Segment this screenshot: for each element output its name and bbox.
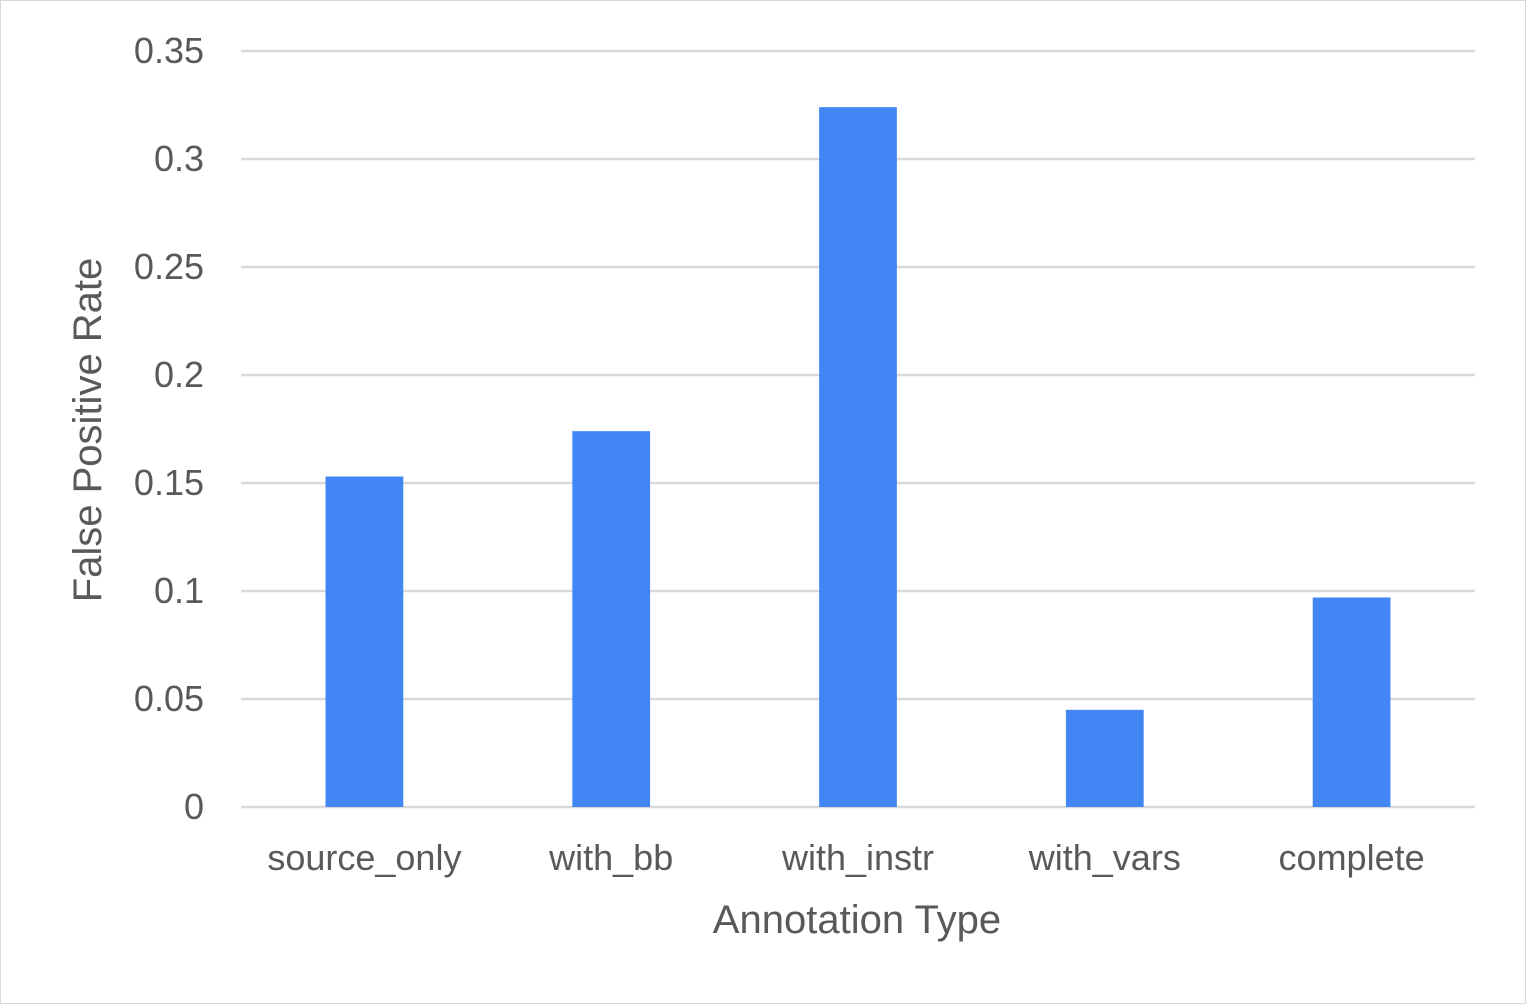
y-axis-ticks: 0 0.05 0.1 0.15 0.2 0.25 0.3 0.35 (134, 30, 204, 827)
y-axis-title: False Positive Rate (66, 258, 110, 603)
y-tick-label: 0.2 (154, 354, 204, 395)
x-tick-label: with_bb (548, 837, 673, 878)
bar-source-only (325, 476, 404, 807)
y-tick-label: 0.15 (134, 462, 204, 503)
x-tick-label: source_only (267, 837, 461, 878)
bar-with-vars (1065, 709, 1144, 807)
bar-complete (1312, 597, 1391, 807)
y-tick-label: 0.1 (154, 570, 204, 611)
y-tick-label: 0 (184, 786, 204, 827)
x-axis-title: Annotation Type (713, 898, 1001, 942)
y-tick-label: 0.25 (134, 246, 204, 287)
x-tick-label: with_vars (1028, 837, 1181, 878)
x-tick-label: complete (1279, 837, 1425, 878)
x-tick-label: with_instr (781, 837, 934, 878)
bar-with-instr (819, 107, 897, 807)
y-tick-label: 0.05 (134, 678, 204, 719)
bar-with-bb (572, 431, 651, 807)
y-tick-label: 0.3 (154, 138, 204, 179)
x-axis-ticks: source_only with_bb with_instr with_vars com… (267, 837, 1424, 878)
bars (325, 107, 1391, 807)
y-tick-label: 0.35 (134, 30, 204, 71)
